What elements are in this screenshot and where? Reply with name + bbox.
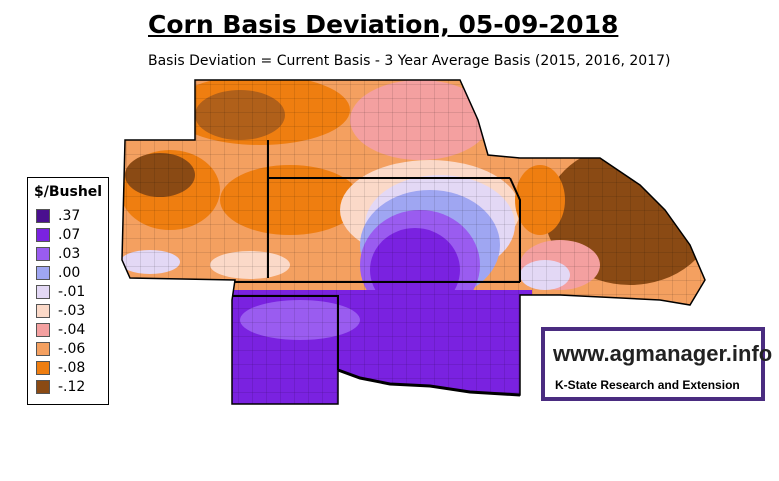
legend-label: .00 (58, 265, 81, 281)
legend-label: -.12 (58, 379, 86, 395)
legend-label: -.04 (58, 322, 86, 338)
legend-label: .07 (58, 227, 81, 243)
legend-swatch (36, 323, 50, 337)
legend-label: .03 (58, 246, 81, 262)
legend-item: -.04 (36, 322, 106, 338)
legend-item: -.03 (36, 303, 106, 319)
legend-label: -.06 (58, 341, 86, 357)
map-title: Corn Basis Deviation, 05-09-2018 (148, 10, 619, 39)
legend-item: -.01 (36, 284, 106, 300)
brand-url[interactable]: www.agmanager.info (553, 341, 773, 366)
legend-item: .03 (36, 246, 106, 262)
legend-label: -.01 (58, 284, 86, 300)
legend-swatch (36, 361, 50, 375)
legend-swatch (36, 247, 50, 261)
legend-item: .07 (36, 227, 106, 243)
legend-swatch (36, 285, 50, 299)
legend-item: -.08 (36, 360, 106, 376)
legend-swatch (36, 209, 50, 223)
state-borders (121, 79, 706, 405)
legend-swatch (36, 342, 50, 356)
legend-item: .00 (36, 265, 106, 281)
agmanager-badge[interactable]: www.agmanager.info K-State Research and … (541, 327, 772, 401)
legend-title: $/Bushel (34, 184, 103, 200)
legend-swatch (36, 304, 50, 318)
legend-label: -.08 (58, 360, 86, 376)
legend-item: -.06 (36, 341, 106, 357)
legend-item: .37 (36, 208, 106, 224)
brand-org: K-State Research and Extension (555, 378, 740, 392)
legend-swatch (36, 228, 50, 242)
legend-swatch (36, 380, 50, 394)
map-subtitle: Basis Deviation = Current Basis - 3 Year… (148, 53, 671, 69)
legend-label: .37 (58, 208, 81, 224)
oklahoma-panhandle (232, 295, 339, 370)
legend-item: -.12 (36, 379, 106, 395)
legend-label: -.03 (58, 303, 86, 319)
red-river (337, 368, 521, 397)
kansas-east-border (509, 177, 521, 282)
legend-swatch (36, 266, 50, 280)
legend: $/Bushel .37 .07 .03 .00 -.01 -.03 -.04 -.06 -.0… (27, 177, 109, 405)
